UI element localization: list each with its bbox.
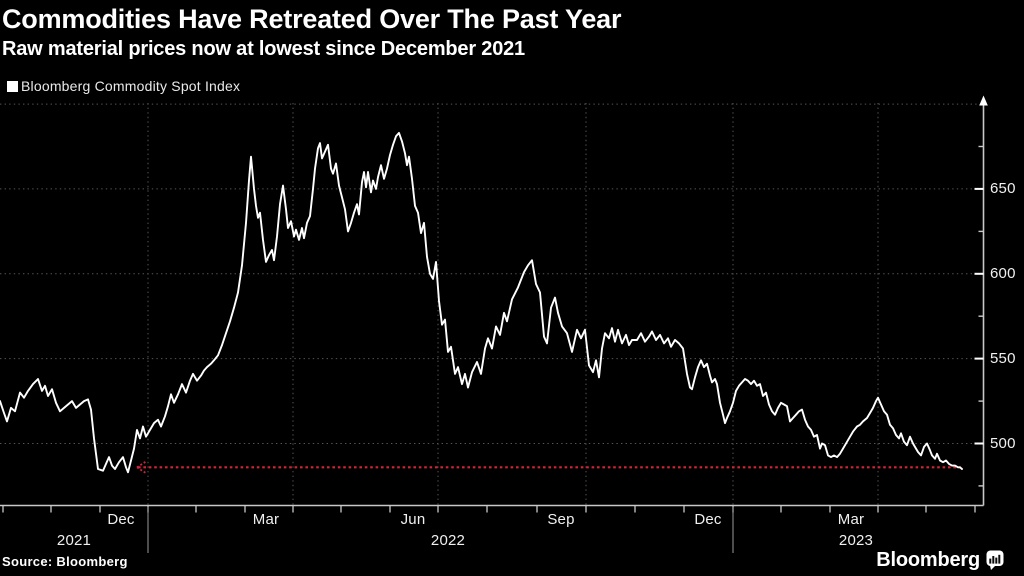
x-year-label: 2022 xyxy=(430,532,466,549)
reference-arrow-left-icon xyxy=(136,466,148,475)
y-tick-label: 550 xyxy=(990,349,1016,367)
reference-arrow-left-icon xyxy=(136,460,148,469)
x-month-label: Dec xyxy=(107,511,135,528)
bloomberg-terminal-icon xyxy=(986,550,1004,570)
chart-title: Commodities Have Retreated Over The Past… xyxy=(2,4,622,34)
source-credit: Source: Bloomberg xyxy=(2,554,128,569)
y-tick-label: 500 xyxy=(990,434,1016,452)
chart-subtitle: Raw material prices now at lowest since … xyxy=(2,38,525,60)
bloomberg-logo: Bloomberg xyxy=(876,549,1004,572)
x-month-label: Mar xyxy=(252,511,280,528)
x-month-label: Sep xyxy=(547,511,575,528)
legend-label: Bloomberg Commodity Spot Index xyxy=(21,78,241,94)
x-month-label: Mar xyxy=(837,511,865,528)
y-tick-label: 600 xyxy=(990,264,1016,282)
x-year-label: 2023 xyxy=(838,532,874,549)
legend-square-marker xyxy=(7,80,18,92)
legend: Bloomberg Commodity Spot Index xyxy=(7,78,240,94)
y-axis-top-arrow-icon xyxy=(979,95,988,106)
x-month-label: Dec xyxy=(694,511,722,528)
series-line xyxy=(0,131,963,474)
x-year-label: 2021 xyxy=(56,532,92,549)
x-month-label: Jun xyxy=(400,511,426,528)
y-tick-label: 650 xyxy=(990,179,1016,197)
bloomberg-wordmark: Bloomberg xyxy=(876,549,980,571)
